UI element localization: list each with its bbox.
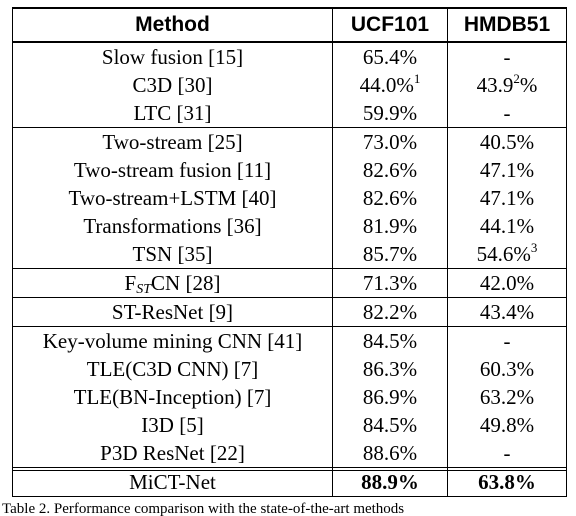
table-row: I3D [5] 84.5% 49.8% (12, 411, 567, 439)
results-table: Method UCF101 HMDB51 Slow fusion [15] 65… (12, 7, 567, 497)
ucf101-cell: 82.2% (332, 297, 448, 327)
method-suffix: CN [28] (151, 271, 221, 295)
method-cell: TLE(C3D CNN) [7] (12, 355, 333, 383)
method-cell: P3D ResNet [22] (12, 439, 333, 468)
header-method: Method (12, 7, 333, 43)
method-cell: TSN [35] (12, 240, 333, 269)
table-row: Key-volume mining CNN [41] 84.5% - (12, 326, 567, 355)
hmdb51-cell: - (447, 42, 567, 71)
hmdb51-cell: 49.8% (447, 411, 567, 439)
method-cell: Two-stream fusion [11] (12, 156, 333, 184)
ucf101-cell: 88.6% (332, 439, 448, 468)
footnote-mark: 3 (530, 240, 538, 255)
hmdb51-cell: - (447, 99, 567, 128)
table-row: LTC [31] 59.9% - (12, 99, 567, 128)
hmdb51-value: 43.9 (476, 73, 514, 97)
ucf101-cell: 85.7% (332, 240, 448, 269)
method-prefix: F (124, 271, 137, 295)
hmdb51-cell-best: 63.8% (447, 467, 567, 497)
table-row: TLE(BN-Inception) [7] 86.9% 63.2% (12, 383, 567, 411)
ucf101-cell: 86.9% (332, 383, 448, 411)
hmdb51-cell: 42.0% (447, 268, 567, 298)
ucf101-cell: 59.9% (332, 99, 448, 128)
method-cell: Two-stream+LSTM [40] (12, 184, 333, 212)
hmdb51-cell: 63.2% (447, 383, 567, 411)
hmdb51-cell: - (447, 439, 567, 468)
hmdb51-cell: 47.1% (447, 184, 567, 212)
table-row: TLE(C3D CNN) [7] 86.3% 60.3% (12, 355, 567, 383)
footnote-mark: 1 (413, 71, 421, 86)
ucf101-value: 44.0% (359, 73, 414, 97)
percent-sign: % (519, 73, 538, 97)
method-cell: Key-volume mining CNN [41] (12, 326, 333, 355)
hmdb51-cell: 54.6%3 (447, 240, 567, 269)
ucf101-cell: 81.9% (332, 212, 448, 240)
header-hmdb51: HMDB51 (447, 7, 567, 43)
hmdb51-cell: 44.1% (447, 212, 567, 240)
method-cell: Two-stream [25] (12, 127, 333, 156)
table-row: TSN [35] 85.7% 54.6%3 (12, 240, 567, 269)
method-cell: I3D [5] (12, 411, 333, 439)
method-cell: Slow fusion [15] (12, 42, 333, 71)
method-subscript: ST (136, 282, 152, 297)
hmdb51-cell: 43.4% (447, 297, 567, 327)
hmdb51-cell: - (447, 326, 567, 355)
ucf101-cell: 73.0% (332, 127, 448, 156)
method-cell: C3D [30] (12, 71, 333, 99)
ucf101-cell: 82.6% (332, 184, 448, 212)
method-cell: ST-ResNet [9] (12, 297, 333, 327)
table-row: Two-stream [25] 73.0% 40.5% (12, 127, 567, 156)
table-caption: Table 2. Performance comparison with the… (2, 501, 405, 516)
table-row: Two-stream fusion [11] 82.6% 47.1% (12, 156, 567, 184)
method-cell: LTC [31] (12, 99, 333, 128)
table-row: Two-stream+LSTM [40] 82.6% 47.1% (12, 184, 567, 212)
ucf101-cell: 65.4% (332, 42, 448, 71)
method-cell: MiCT-Net (12, 467, 333, 497)
ucf101-cell: 86.3% (332, 355, 448, 383)
hmdb51-value: 54.6% (476, 242, 531, 266)
table-row-final: MiCT-Net 88.9% 63.8% (12, 467, 567, 497)
table-row: C3D [30] 44.0%1 43.92% (12, 71, 567, 99)
header-ucf101: UCF101 (332, 7, 448, 43)
table-row: P3D ResNet [22] 88.6% - (12, 439, 567, 468)
method-cell: Transformations [36] (12, 212, 333, 240)
hmdb51-cell: 40.5% (447, 127, 567, 156)
method-cell: FSTCN [28] (12, 268, 333, 298)
hmdb51-cell: 60.3% (447, 355, 567, 383)
table-row: Transformations [36] 81.9% 44.1% (12, 212, 567, 240)
ucf101-cell: 71.3% (332, 268, 448, 298)
method-cell: TLE(BN-Inception) [7] (12, 383, 333, 411)
ucf101-cell-best: 88.9% (332, 467, 448, 497)
ucf101-cell: 84.5% (332, 411, 448, 439)
hmdb51-cell: 43.92% (447, 71, 567, 99)
table-row: FSTCN [28] 71.3% 42.0% (12, 268, 567, 298)
footnote-mark: 2 (513, 71, 520, 86)
ucf101-cell: 84.5% (332, 326, 448, 355)
table-row: Slow fusion [15] 65.4% - (12, 42, 567, 71)
ucf101-cell: 82.6% (332, 156, 448, 184)
table-row: ST-ResNet [9] 82.2% 43.4% (12, 297, 567, 327)
ucf101-cell: 44.0%1 (332, 71, 448, 99)
hmdb51-cell: 47.1% (447, 156, 567, 184)
header-row: Method UCF101 HMDB51 (12, 7, 567, 43)
